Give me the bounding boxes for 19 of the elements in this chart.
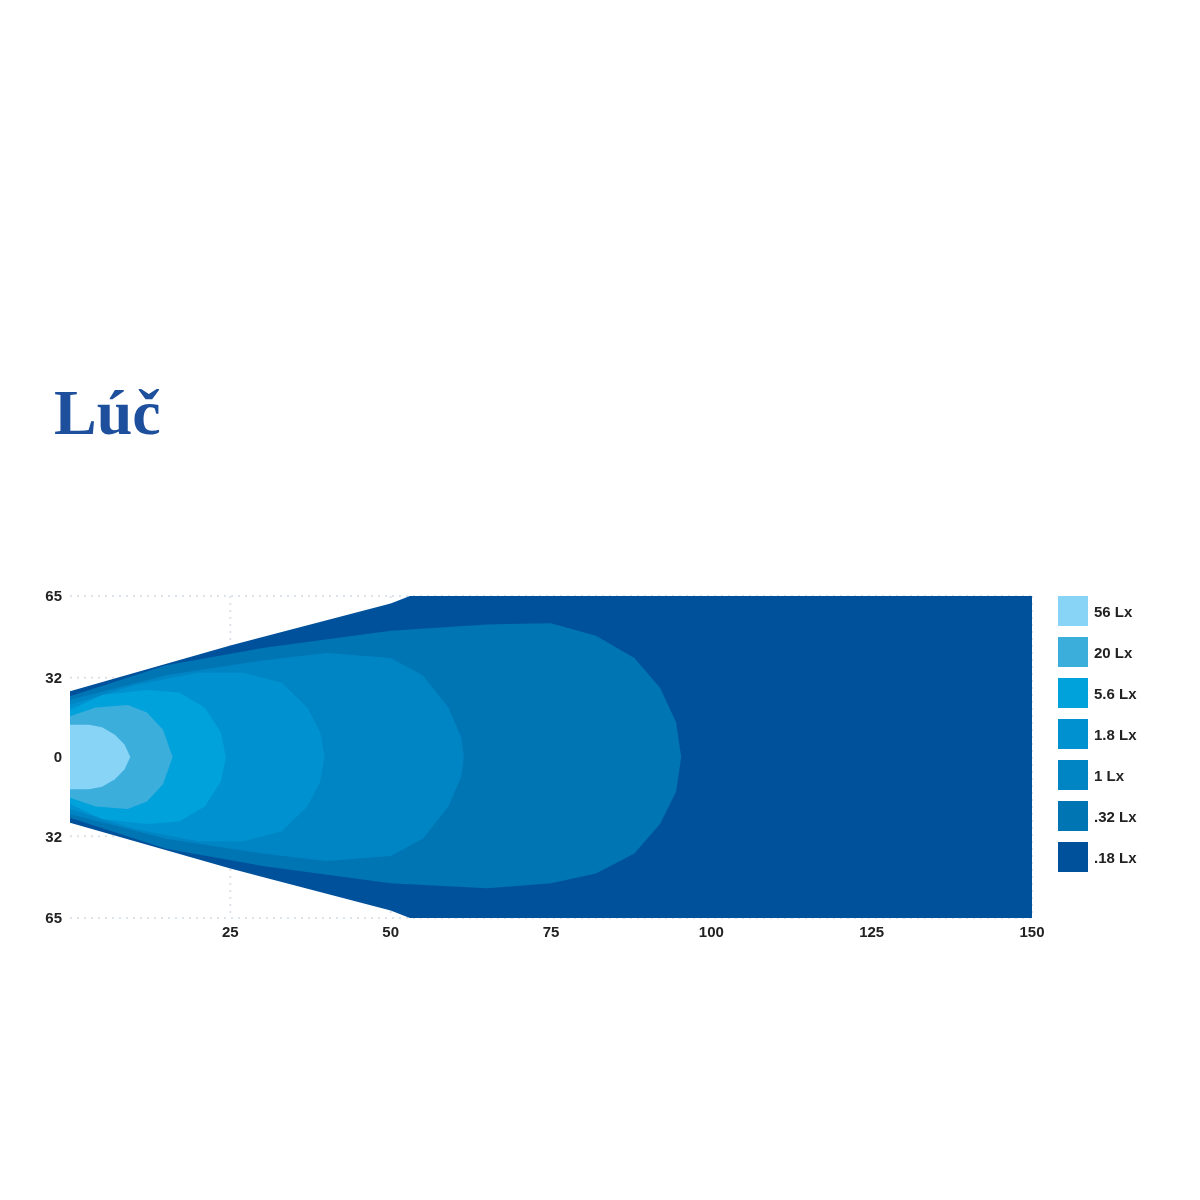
legend-label: 20 Lx (1094, 643, 1133, 661)
legend-label: .18 Lx (1094, 848, 1137, 866)
x-tick-label: 25 (221, 922, 239, 940)
chart-title: Lúč (54, 376, 161, 450)
legend-label: 1 Lx (1094, 766, 1125, 784)
x-tick-label: 100 (698, 922, 724, 940)
x-tick-label: 150 (1019, 922, 1045, 940)
legend-label: 1.8 Lx (1094, 725, 1137, 743)
x-tick-label: 125 (859, 922, 885, 940)
y-tick-label: 65 (45, 587, 62, 605)
y-tick-label: 0 (53, 748, 62, 766)
legend-label: 56 Lx (1094, 602, 1133, 620)
x-tick-label: 50 (382, 922, 400, 940)
legend-label: 5.6 Lx (1094, 684, 1137, 702)
y-tick-label: 65 (45, 909, 62, 927)
legend-label: .32 Lx (1094, 807, 1137, 825)
y-tick-label: 32 (45, 827, 62, 845)
y-tick-label: 32 (45, 669, 62, 687)
x-tick-label: 75 (542, 922, 560, 940)
